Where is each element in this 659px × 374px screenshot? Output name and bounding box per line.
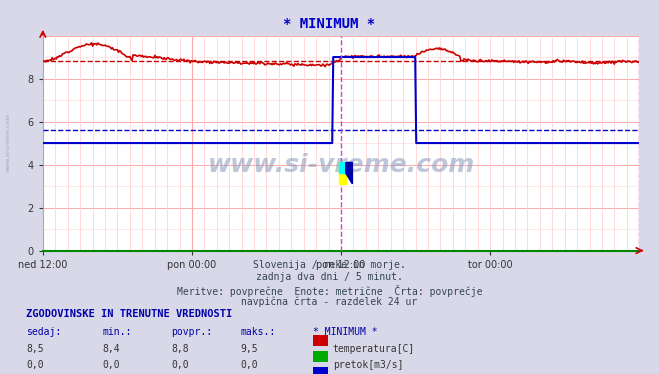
Text: www.si-vreme.com: www.si-vreme.com: [208, 153, 474, 177]
Text: 0,0: 0,0: [102, 360, 120, 370]
Text: www.si-vreme.com: www.si-vreme.com: [5, 112, 11, 172]
Text: maks.:: maks.:: [241, 327, 275, 337]
Text: 8,8: 8,8: [171, 344, 189, 355]
Text: 8,4: 8,4: [102, 344, 120, 355]
Text: navpična črta - razdelek 24 ur: navpična črta - razdelek 24 ur: [241, 297, 418, 307]
Text: 9,5: 9,5: [241, 344, 258, 355]
Bar: [339, 162, 346, 173]
Text: * MINIMUM *: * MINIMUM *: [313, 327, 378, 337]
Text: povpr.:: povpr.:: [171, 327, 212, 337]
Text: Slovenija / reke in morje.: Slovenija / reke in morje.: [253, 260, 406, 270]
Text: Meritve: povprečne  Enote: metrične  Črta: povprečje: Meritve: povprečne Enote: metrične Črta:…: [177, 285, 482, 297]
Text: pretok[m3/s]: pretok[m3/s]: [333, 360, 403, 370]
Text: temperatura[C]: temperatura[C]: [333, 344, 415, 355]
Text: 8,5: 8,5: [26, 344, 44, 355]
Text: 0,0: 0,0: [26, 360, 44, 370]
Text: min.:: min.:: [102, 327, 132, 337]
Text: 0,0: 0,0: [241, 360, 258, 370]
Bar: [339, 173, 346, 184]
Text: 0,0: 0,0: [171, 360, 189, 370]
Text: * MINIMUM *: * MINIMUM *: [283, 17, 376, 31]
Polygon shape: [346, 162, 353, 184]
Text: zadnja dva dni / 5 minut.: zadnja dva dni / 5 minut.: [256, 272, 403, 282]
Text: ZGODOVINSKE IN TRENUTNE VREDNOSTI: ZGODOVINSKE IN TRENUTNE VREDNOSTI: [26, 309, 233, 319]
Polygon shape: [339, 162, 346, 173]
Text: sedaj:: sedaj:: [26, 327, 61, 337]
